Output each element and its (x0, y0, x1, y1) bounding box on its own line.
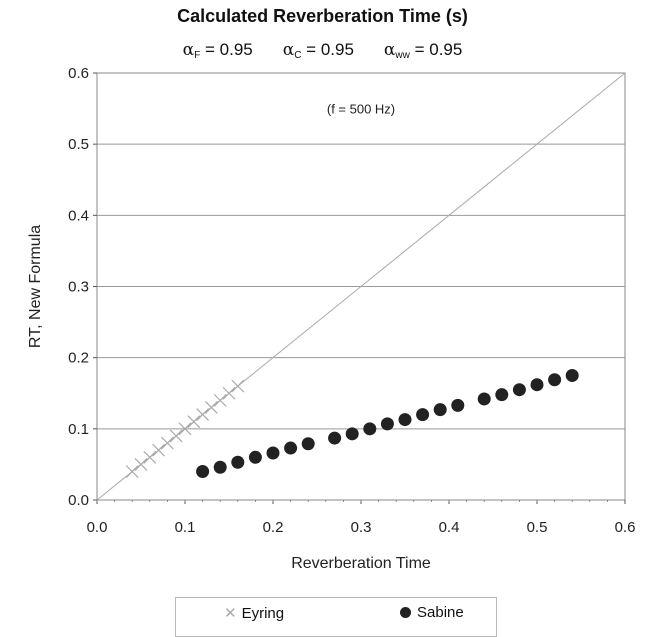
x-tick-label: 0.4 (439, 519, 460, 536)
sabine-point (284, 441, 298, 455)
chart-legend: ✕ Eyring Sabine (175, 597, 497, 637)
sabine-point (380, 417, 394, 431)
y-tick-label: 0.5 (68, 136, 89, 153)
eyring-point (204, 401, 218, 414)
x-tick-label: 0.0 (87, 519, 108, 536)
sabine-point (433, 403, 447, 417)
y-axis-label: RT, New Formula (27, 225, 44, 348)
x-tick-label: 0.3 (351, 519, 372, 536)
x-marker-icon: ✕ (224, 605, 237, 622)
chart-title: Calculated Reverberation Time (s) (177, 6, 468, 26)
x-tick-label: 0.6 (615, 519, 636, 536)
y-tick-label: 0.6 (68, 65, 89, 82)
legend-label-sabine: Sabine (417, 604, 464, 621)
sabine-point (328, 431, 342, 445)
subtitle-part-alpha-f: αF = 0.95 (182, 40, 253, 61)
sabine-point (565, 368, 579, 382)
eyring-point (160, 436, 174, 450)
y-tick-label: 0.3 (68, 279, 89, 296)
sabine-point (231, 455, 245, 469)
sabine-point (495, 388, 509, 402)
sabine-point (248, 450, 262, 464)
subtitle-part-alpha-c: αC = 0.95 (282, 40, 354, 61)
eyring-point (222, 386, 236, 400)
eyring-point (125, 465, 139, 478)
sabine-point (477, 392, 491, 406)
x-axis-label: Reverberation Time (291, 555, 431, 572)
sabine-point (512, 383, 526, 397)
subtitle-part-alpha-ww: αww = 0.95 (383, 40, 463, 61)
eyring-point (143, 450, 157, 464)
chart-subtitle: αF = 0.95 αC = 0.95 αww = 0.95 (0, 40, 645, 61)
sabine-point (213, 460, 227, 474)
sabine-point (530, 378, 544, 392)
eyring-point (134, 457, 148, 471)
dot-marker-icon (400, 607, 411, 618)
legend-item-eyring: ✕ Eyring (224, 604, 284, 622)
sabine-point (301, 437, 315, 451)
sabine-point (266, 446, 280, 460)
x-tick-label: 0.1 (175, 519, 196, 536)
eyring-point (231, 379, 245, 393)
eyring-point (169, 429, 183, 443)
x-tick-label: 0.2 (263, 519, 284, 536)
sabine-point (451, 398, 465, 412)
eyring-point (178, 422, 192, 436)
legend-label-eyring: Eyring (241, 605, 285, 622)
eyring-point (187, 415, 201, 429)
eyring-point (213, 393, 227, 407)
sabine-point (363, 422, 377, 436)
sabine-point (345, 427, 359, 441)
y-tick-label: 0.2 (68, 350, 89, 367)
sabine-point (416, 408, 430, 422)
sabine-point (398, 413, 412, 427)
sabine-point (548, 373, 562, 387)
x-tick-label: 0.5 (527, 519, 548, 536)
y-tick-label: 0.1 (68, 421, 89, 438)
frequency-annotation: (f = 500 Hz) (327, 102, 395, 117)
eyring-point (196, 408, 210, 422)
y-tick-label: 0.0 (68, 492, 89, 509)
y-tick-label: 0.4 (68, 207, 89, 224)
eyring-point (152, 443, 166, 457)
legend-item-sabine: Sabine (400, 604, 464, 621)
sabine-point (196, 465, 210, 479)
